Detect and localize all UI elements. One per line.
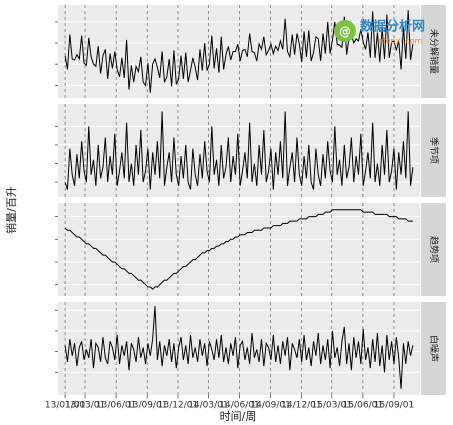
watermark-url: afenxi.com xyxy=(378,37,423,46)
strip-background xyxy=(421,302,446,395)
x-tick-label: 13/03/01 xyxy=(65,401,105,411)
watermark-title: 数据分析网 xyxy=(360,19,425,35)
x-tick-label: 14/12/01 xyxy=(281,401,321,411)
x-tick-label: 15/03/01 xyxy=(312,401,352,411)
x-tick-label: 13/06/01 xyxy=(96,401,136,411)
strip-background xyxy=(421,5,446,98)
x-tick-label: 15/06/01 xyxy=(343,401,383,411)
series-line xyxy=(64,306,414,389)
series-line xyxy=(64,10,414,93)
x-tick-label: 13/01/01 xyxy=(45,401,85,411)
x-tick-label: 13/12/01 xyxy=(158,401,198,411)
x-axis-title: 时间/周 xyxy=(220,410,257,423)
strip-label: 季节项 xyxy=(428,137,440,164)
watermark: @ 数据分析网 afenxi.com xyxy=(334,19,425,46)
x-tick-label: 15/09/01 xyxy=(374,401,414,411)
watermark-logo xyxy=(334,20,356,42)
y-axis-title: 销量/百升 xyxy=(4,186,18,234)
watermark-logo-text: @ xyxy=(339,25,351,39)
panel-background xyxy=(58,203,420,296)
x-tick-label: 14/03/01 xyxy=(188,401,228,411)
x-tick-label: 14/09/01 xyxy=(250,401,290,411)
strip-background xyxy=(421,104,446,197)
strip-background xyxy=(421,203,446,296)
strip-label: 未分解销量 xyxy=(428,29,440,74)
x-tick-label: 13/09/01 xyxy=(127,401,167,411)
strip-label: 白噪声 xyxy=(428,335,440,362)
strip-label: 趋势项 xyxy=(428,236,440,263)
series-line xyxy=(64,209,413,290)
x-tick-label: 14/06/01 xyxy=(219,401,259,411)
series-line xyxy=(64,111,414,190)
